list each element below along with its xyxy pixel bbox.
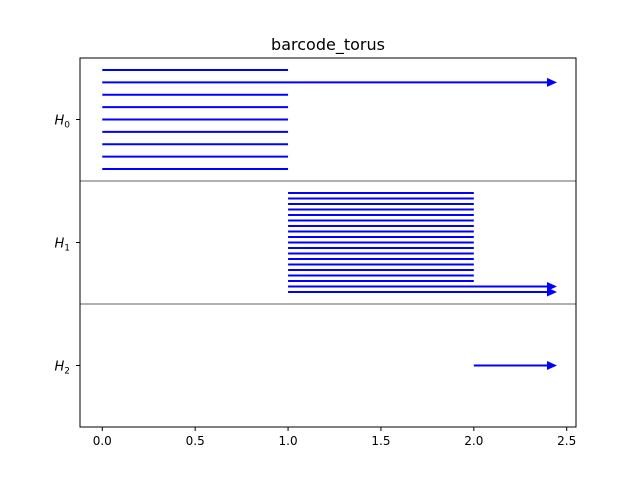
y-tick-label-h0: H0 [54,114,70,131]
x-tick-label: 0.5 [186,434,205,448]
x-tick-label: 1.0 [279,434,298,448]
y-tick-label-h1: H1 [54,237,70,254]
group-separators [80,180,576,305]
x-tick-label: 2.5 [557,434,576,448]
infinite-bar-arrowhead [547,361,557,370]
chart-title: barcode_torus [271,35,385,55]
y-tick-label-h2: H2 [54,360,70,377]
bars-layer [102,69,557,370]
infinite-bar-arrowhead [547,287,557,297]
y-axis: H0 H1 H2 [54,114,80,377]
infinite-bar-arrowhead [547,77,557,87]
x-tick-label: 0.0 [93,434,112,448]
x-tick-label: 1.5 [371,434,390,448]
x-axis: 0.0 0.5 1.0 1.5 2.0 2.5 [93,427,576,448]
x-tick-label: 2.0 [464,434,483,448]
